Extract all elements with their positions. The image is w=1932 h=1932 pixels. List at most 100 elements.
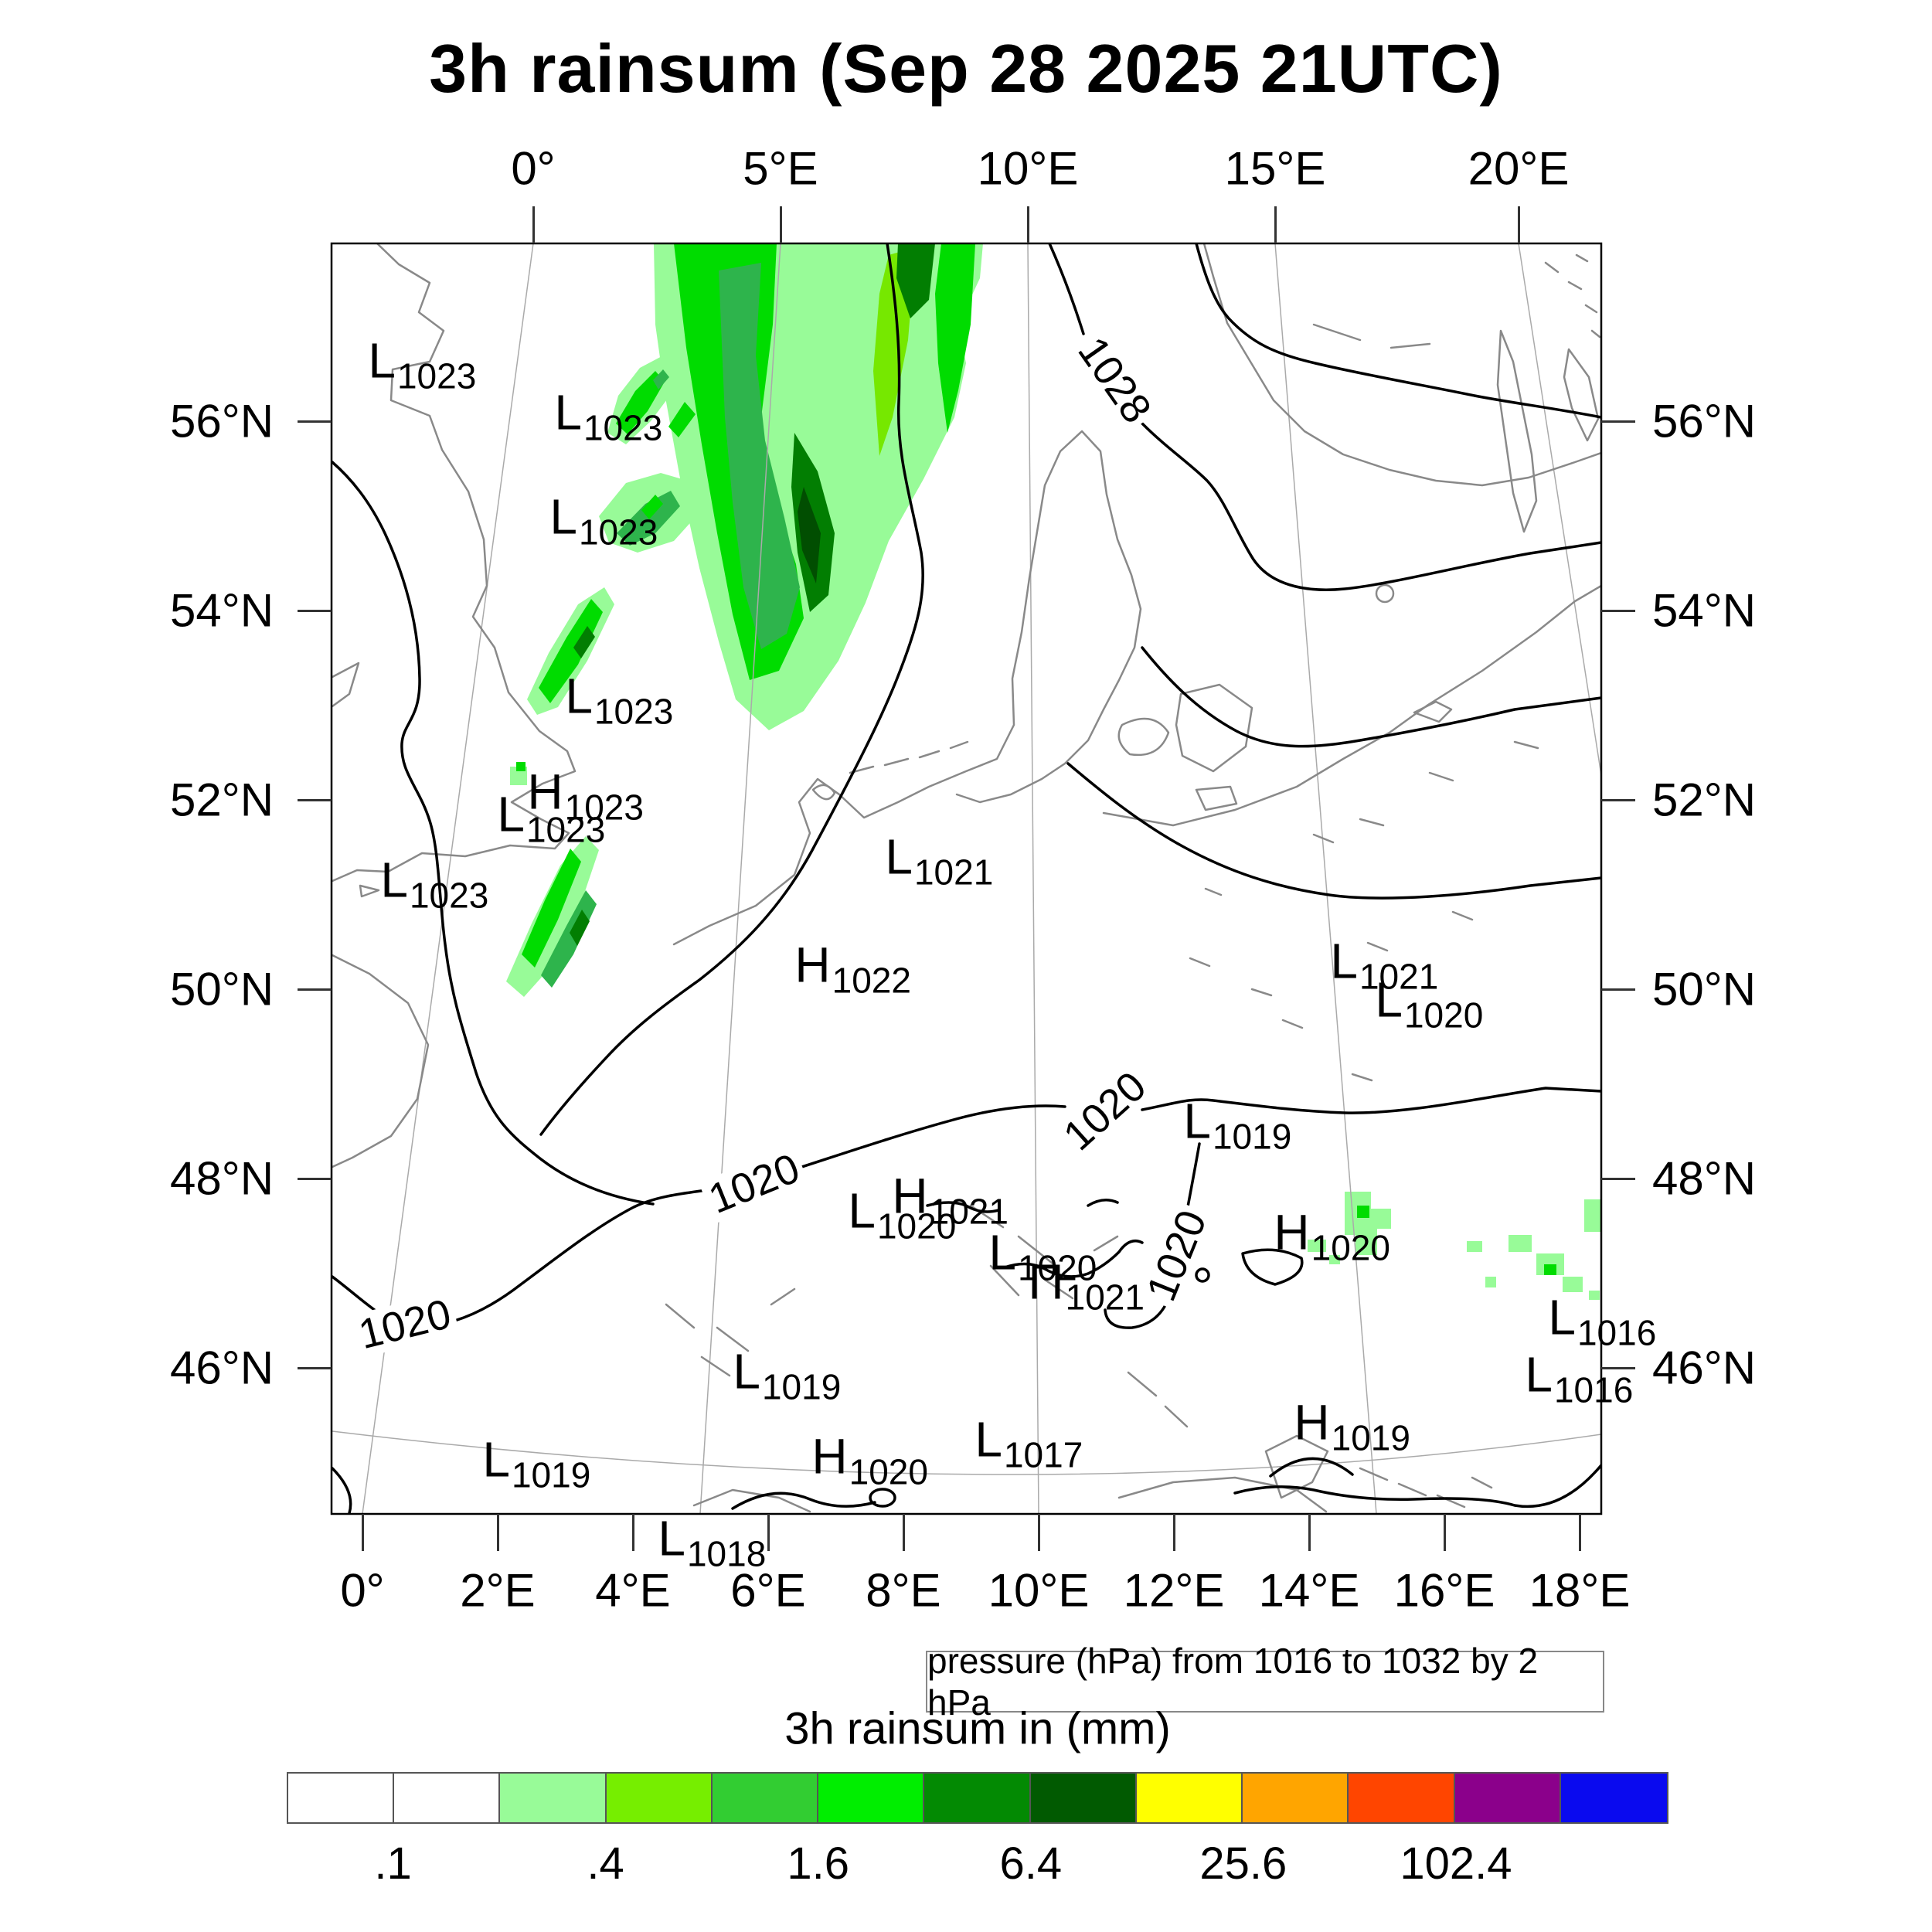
bottom-axis-label: 10°E: [988, 1564, 1090, 1617]
colorbar-title: 3h rainsum in (mm): [784, 1703, 1171, 1754]
colorbar-tick-label: 25.6: [1199, 1838, 1287, 1889]
colorbar-tick-label: .4: [587, 1838, 624, 1889]
top-axis-label: 20°E: [1468, 142, 1570, 195]
pressure-letter: L: [497, 786, 525, 842]
high-pressure-label: H1021: [892, 1172, 1009, 1230]
left-tick: [298, 610, 332, 612]
left-tick: [298, 420, 332, 423]
page-title: 3h rainsum (Sep 28 2025 21UTC): [429, 30, 1503, 107]
pressure-letter: H: [1294, 1394, 1330, 1451]
pressure-letter: L: [1548, 1289, 1576, 1345]
bottom-tick: [1173, 1514, 1175, 1551]
top-tick: [532, 206, 535, 243]
pressure-value: 1020: [1017, 1247, 1097, 1288]
pressure-value: 1019: [761, 1366, 842, 1407]
pressure-value: 1021: [1065, 1277, 1145, 1318]
colorbar-tick-label: 102.4: [1400, 1838, 1512, 1889]
left-tick: [298, 799, 332, 801]
left-axis-label: 48°N: [169, 1152, 274, 1205]
pressure-value: 1022: [832, 960, 911, 1001]
low-pressure-label: L1020: [1375, 975, 1483, 1033]
pressure-letter: H: [892, 1168, 928, 1224]
pressure-letter: H: [794, 937, 831, 993]
low-pressure-label: L1018: [658, 1510, 766, 1572]
top-axis-label: 15°E: [1224, 142, 1326, 195]
high-pressure-label: H1020: [811, 1432, 928, 1490]
pressure-letter: H: [811, 1428, 848, 1485]
low-pressure-label: L1017: [975, 1415, 1083, 1473]
colorbar-cell: [712, 1774, 819, 1822]
low-pressure-label: L1023: [549, 488, 658, 550]
pressure-letter: H: [527, 764, 563, 820]
colorbar-cell: [500, 1774, 607, 1822]
pressure-letter: L: [565, 668, 593, 724]
bottom-tick: [497, 1514, 499, 1551]
colorbar-cell: [1030, 1774, 1137, 1822]
pressure-letter: L: [482, 1431, 510, 1488]
bottom-tick: [1579, 1514, 1581, 1551]
pressure-caption: pressure (hPa) from 1016 to 1032 by 2 hP…: [926, 1641, 1604, 1723]
right-tick: [1601, 988, 1635, 991]
low-pressure-label: Π1021: [1028, 1253, 1145, 1315]
top-tick: [780, 206, 782, 243]
colorbar-tick-label: .1: [374, 1838, 412, 1889]
pressure-letter: Π: [1028, 1253, 1064, 1310]
pressure-letter: L: [885, 828, 913, 885]
pressure-letter: L: [1330, 933, 1358, 989]
bottom-tick: [632, 1514, 634, 1551]
right-axis-label: 56°N: [1651, 395, 1757, 447]
bottom-tick: [767, 1514, 770, 1551]
pressure-letter: L: [1183, 1093, 1211, 1149]
left-axis-label: 46°N: [169, 1342, 274, 1394]
pressure-value: 1021: [929, 1191, 1009, 1232]
top-tick: [1274, 206, 1277, 243]
pressure-value: 1021: [913, 852, 994, 893]
high-pressure-label: H1022: [794, 937, 911, 998]
bottom-axis-label: 6°E: [730, 1564, 806, 1617]
pressure-letter: L: [549, 488, 577, 545]
low-pressure-label: L1023: [380, 852, 488, 913]
bottom-axis-label: 0°: [340, 1564, 385, 1617]
bottom-tick: [903, 1514, 905, 1551]
right-axis-label: 50°N: [1651, 963, 1757, 1015]
colorbar-tick-label: 6.4: [999, 1838, 1063, 1889]
colorbar: [287, 1772, 1668, 1824]
left-tick: [298, 1367, 332, 1369]
right-tick: [1601, 1178, 1635, 1180]
pressure-value: 1019: [511, 1454, 591, 1495]
pressure-letter: L: [554, 384, 582, 440]
bottom-axis-label: 12°E: [1123, 1564, 1225, 1617]
left-tick: [298, 988, 332, 991]
colorbar-cell: [394, 1774, 501, 1822]
right-tick: [1601, 420, 1635, 423]
pressure-value: 1023: [409, 875, 489, 916]
bottom-axis-label: 18°E: [1529, 1564, 1631, 1617]
low-pressure-label: L1016: [1548, 1289, 1656, 1351]
pressure-value: 1016: [1553, 1369, 1634, 1410]
colorbar-cell: [1349, 1774, 1455, 1822]
bottom-tick: [1444, 1514, 1446, 1551]
pressure-value: 1020: [1311, 1227, 1390, 1268]
bottom-axis-label: 8°E: [866, 1564, 941, 1617]
pressure-letter: L: [733, 1343, 760, 1400]
left-tick: [298, 1178, 332, 1180]
pressure-value: 1016: [1577, 1312, 1657, 1353]
pressure-value: 1021: [1359, 956, 1439, 997]
pressure-value: 1020: [1403, 995, 1484, 1036]
pressure-letter: L: [658, 1510, 685, 1566]
left-axis-label: 52°N: [169, 774, 274, 826]
colorbar-cell: [1136, 1774, 1243, 1822]
colorbar-cell: [924, 1774, 1031, 1822]
right-axis-label: 48°N: [1651, 1152, 1757, 1205]
pressure-caption-text: pressure (hPa) from 1016 to 1032 by 2 hP…: [927, 1641, 1539, 1723]
high-pressure-label: H1023: [527, 764, 644, 825]
right-axis-label: 54°N: [1651, 584, 1757, 637]
pressure-value: 1023: [564, 787, 644, 828]
pressure-value: 1020: [849, 1451, 928, 1492]
low-pressure-label: L1019: [1183, 1093, 1291, 1155]
low-pressure-label: L1019: [482, 1431, 590, 1493]
pressure-letter: L: [988, 1224, 1016, 1281]
pressure-letter: L: [380, 852, 408, 908]
low-pressure-label: L1016: [1525, 1350, 1633, 1408]
